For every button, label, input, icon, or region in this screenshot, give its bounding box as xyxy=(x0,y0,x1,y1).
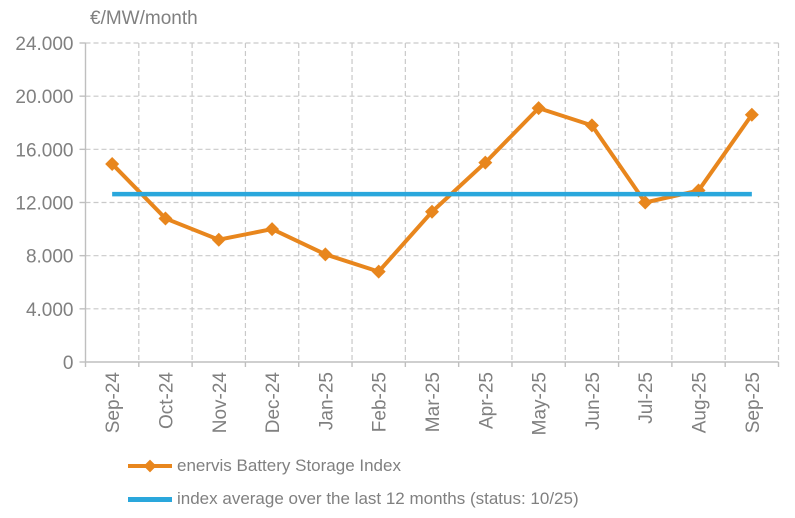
plot-area: 0 4.000 8.000 12.000 16.000 20.000 24.000 Sep-2… xyxy=(15,34,780,435)
x-axis-label: May-25 xyxy=(530,372,551,435)
x-axis-label: Nov-24 xyxy=(210,372,231,434)
data-point-marker xyxy=(371,264,386,279)
legend-item-average: index average over the last 12 months (s… xyxy=(128,486,579,512)
y-axis-label: 24.000 xyxy=(15,34,73,55)
x-axis-label: Jul-25 xyxy=(636,372,657,424)
y-axis-label: 16.000 xyxy=(15,140,73,161)
y-axis-label: 4.000 xyxy=(26,300,74,321)
x-axis-label: Mar-25 xyxy=(423,372,444,432)
x-axis-label: Feb-25 xyxy=(370,372,391,432)
data-point-marker xyxy=(318,247,333,262)
data-point-marker xyxy=(744,107,759,122)
data-point-marker xyxy=(584,118,599,133)
data-point-marker xyxy=(158,211,173,226)
legend-label-average: index average over the last 12 months (s… xyxy=(177,488,579,508)
x-axis-label: Sep-24 xyxy=(103,372,124,434)
index-series-line xyxy=(110,105,754,274)
diamond-marker-icon xyxy=(143,459,157,473)
data-point-marker xyxy=(265,222,280,237)
y-axis-label: 8.000 xyxy=(26,247,74,268)
data-point-marker xyxy=(211,232,226,247)
x-axis-label: Aug-25 xyxy=(690,372,711,433)
x-axis-label: Jun-25 xyxy=(583,372,604,430)
y-axis-label: 20.000 xyxy=(15,87,73,108)
x-axis-label: Jan-25 xyxy=(316,372,337,430)
legend-orange-line-swatch xyxy=(128,459,172,473)
data-point-marker xyxy=(425,204,439,219)
x-axis-label: Dec-24 xyxy=(263,372,284,434)
legend-label-index: enervis Battery Storage Index xyxy=(177,455,401,475)
legend: enervis Battery Storage Index index aver… xyxy=(128,453,579,518)
data-point-marker xyxy=(478,155,493,170)
y-axis-label: 0 xyxy=(63,353,74,374)
x-axis-label: Apr-25 xyxy=(476,372,497,429)
x-axis-label: Sep-25 xyxy=(743,372,764,433)
axis-units-title: €/MW/month xyxy=(90,8,198,29)
legend-item-index: enervis Battery Storage Index xyxy=(128,453,579,479)
data-point-marker xyxy=(638,195,653,210)
legend-blue-line-swatch xyxy=(128,496,172,502)
data-point-marker xyxy=(105,156,120,171)
data-point-marker xyxy=(531,101,546,116)
x-axis-label: Oct-24 xyxy=(156,372,177,429)
y-axis-label: 12.000 xyxy=(15,194,73,215)
